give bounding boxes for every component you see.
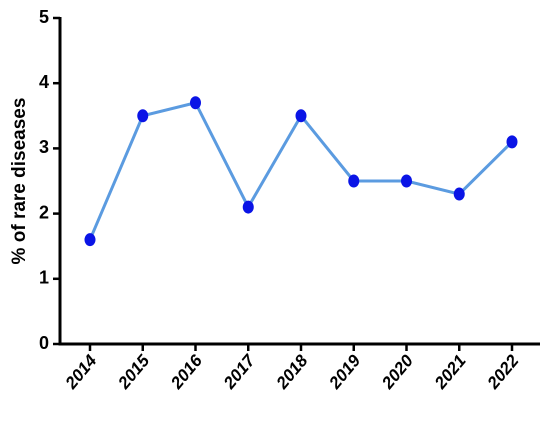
y-tick-label: 0 bbox=[39, 333, 49, 353]
marker bbox=[506, 135, 518, 149]
x-tick-label: 2020 bbox=[377, 351, 417, 393]
y-axis-label: % of rare diseases bbox=[9, 98, 30, 265]
y-tick-label: 5 bbox=[39, 7, 49, 27]
marker bbox=[137, 109, 149, 123]
marker bbox=[348, 174, 360, 188]
y-tick-label: 3 bbox=[39, 137, 49, 157]
x-tick-label: 2016 bbox=[166, 351, 206, 393]
y-tick-label: 1 bbox=[39, 268, 49, 288]
x-tick-label: 2018 bbox=[272, 351, 312, 393]
marker bbox=[401, 174, 412, 188]
x-tick-label: 2021 bbox=[430, 351, 470, 393]
x-tick-label: 2022 bbox=[483, 351, 523, 393]
marker bbox=[84, 233, 96, 247]
x-tick-label: 2017 bbox=[219, 350, 260, 393]
y-tick-label: 2 bbox=[39, 202, 49, 222]
x-tick-label: 2015 bbox=[114, 351, 154, 393]
marker bbox=[295, 109, 307, 123]
x-tick-label: 2014 bbox=[61, 351, 101, 393]
marker bbox=[242, 200, 254, 214]
line bbox=[88, 101, 514, 241]
marker bbox=[190, 96, 201, 110]
y-tick-label: 4 bbox=[39, 72, 49, 92]
marker bbox=[453, 187, 465, 201]
x-tick-label: 2019 bbox=[325, 351, 365, 393]
